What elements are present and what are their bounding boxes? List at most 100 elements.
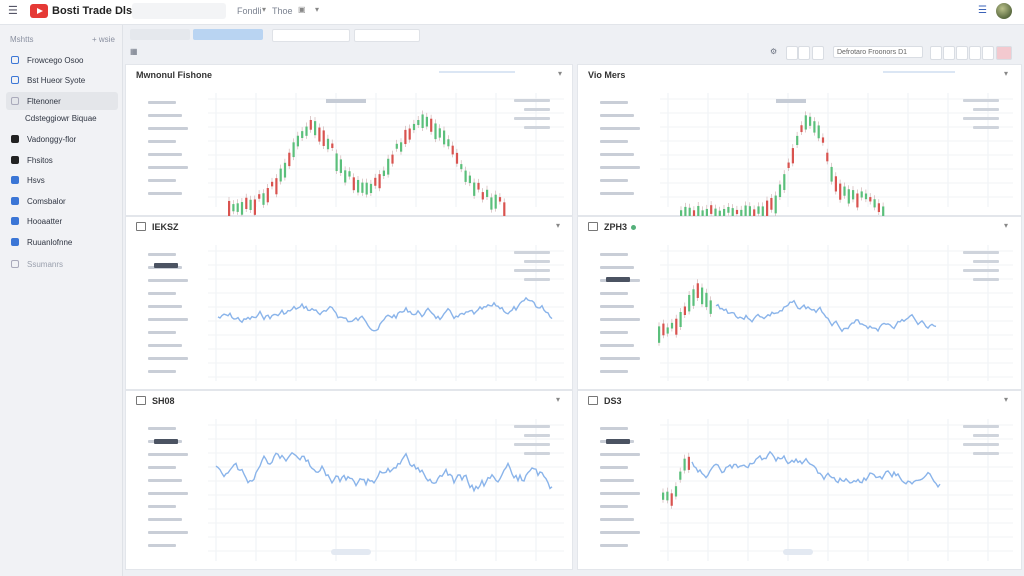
chart-panel: SH08 ▾	[125, 390, 573, 570]
timeframe-select[interactable]: Defrotaro Froonors D1	[833, 46, 923, 58]
candle	[680, 210, 683, 217]
candle	[813, 121, 816, 133]
close-button[interactable]	[996, 46, 1012, 60]
stat-row	[514, 117, 550, 120]
candle	[425, 116, 428, 127]
legend-row	[600, 544, 628, 547]
window-icon[interactable]: ▣	[298, 5, 306, 14]
stat-row	[524, 452, 550, 455]
chart-canvas	[600, 93, 1013, 217]
candle	[477, 182, 480, 190]
toolbar-tab[interactable]	[354, 29, 420, 42]
toolbar-tab-active[interactable]	[193, 29, 263, 40]
chevron-down-icon[interactable]: ▾	[556, 221, 561, 230]
candle	[847, 189, 850, 204]
search-input[interactable]	[132, 3, 226, 19]
settings-icon[interactable]: ⚙	[770, 47, 778, 56]
candle	[692, 210, 696, 217]
toolbar-tab[interactable]	[130, 29, 190, 40]
toolbar-button[interactable]	[930, 46, 942, 60]
sidebar-item[interactable]: Fhsitos	[6, 151, 118, 169]
legend-row	[148, 479, 182, 482]
sidebar-item[interactable]: Frowcego Osoo	[6, 51, 118, 69]
candle	[714, 208, 717, 217]
legend-row	[148, 179, 176, 182]
legend-row	[600, 331, 628, 334]
chart-canvas	[148, 93, 564, 217]
legend-row	[148, 518, 182, 521]
candle	[684, 206, 687, 217]
sidebar-subitem[interactable]: Cdsteggiowr Biquae	[25, 113, 97, 123]
sidebar-item[interactable]: Hooaatter	[6, 212, 118, 230]
candle	[757, 206, 760, 214]
candle	[468, 175, 471, 184]
sidebar-item-active[interactable]: Fltenoner	[6, 92, 118, 110]
candle	[666, 491, 669, 501]
candle	[357, 179, 360, 193]
toolbar-button[interactable]	[812, 46, 824, 60]
candle	[305, 126, 308, 136]
candle	[826, 152, 829, 162]
top-menu-item[interactable]: Thoe	[272, 6, 293, 16]
candle	[718, 210, 721, 217]
toolbar-button[interactable]	[786, 46, 798, 60]
add-market-button[interactable]: + wsie	[92, 35, 115, 44]
candle	[378, 174, 381, 189]
legend-row	[600, 357, 640, 360]
candle	[361, 182, 364, 193]
stat-row	[963, 117, 999, 120]
chevron-down-icon[interactable]: ▾	[262, 5, 267, 14]
stat-row	[514, 443, 550, 446]
sidebar-item[interactable]: Hsvs	[6, 171, 118, 189]
candle	[877, 203, 880, 213]
candle	[761, 206, 764, 217]
menu-icon[interactable]: ☰	[8, 5, 18, 17]
apps-icon[interactable]: ☰	[978, 5, 987, 16]
sidebar-item[interactable]: Ruuanlofnne	[6, 233, 118, 251]
sidebar-item[interactable]: Ssumanrs	[6, 255, 118, 273]
chevron-down-icon[interactable]: ▾	[558, 69, 563, 78]
sidebar-item[interactable]: Comsbalor	[6, 192, 118, 210]
sidebar-item[interactable]: Bst Hueor Syote	[6, 71, 118, 89]
toolbar-button[interactable]	[798, 46, 810, 60]
grid-icon[interactable]: ▦	[130, 47, 138, 56]
legend-row	[148, 192, 182, 195]
legend-row	[600, 505, 628, 508]
candle	[382, 170, 385, 176]
candle	[240, 202, 244, 215]
candle	[688, 207, 691, 217]
candle	[705, 208, 708, 217]
top-bar: ☰ Bosti Trade Dlsor Fondli ▾ Thoe ▣ ▾ ☰	[0, 0, 1024, 25]
toolbar-button[interactable]	[969, 46, 981, 60]
toolbar-tab[interactable]	[272, 29, 350, 42]
chevron-down-icon[interactable]: ▾	[315, 5, 320, 14]
sidebar-item[interactable]: Vadonggy-flor	[6, 130, 118, 148]
toolbar-button[interactable]	[982, 46, 994, 60]
legend-row	[148, 357, 188, 360]
app-title: Bosti Trade Dlsor	[52, 5, 144, 17]
chevron-down-icon[interactable]: ▾	[1004, 395, 1009, 404]
window-icon	[588, 396, 598, 405]
chevron-down-icon[interactable]: ▾	[1004, 221, 1009, 230]
candle	[675, 318, 678, 335]
legend-row	[600, 266, 634, 269]
legend-row	[600, 253, 628, 256]
legend-row	[148, 166, 188, 169]
toolbar-button[interactable]	[943, 46, 955, 60]
candle	[727, 206, 730, 213]
avatar[interactable]	[996, 3, 1012, 19]
candle	[348, 171, 351, 177]
candle	[447, 139, 450, 147]
legend-row	[148, 344, 182, 347]
top-menu-item[interactable]: Fondli	[237, 6, 262, 16]
toolbar-button[interactable]	[956, 46, 968, 60]
legend-row	[600, 453, 640, 456]
chevron-down-icon[interactable]: ▾	[1004, 69, 1009, 78]
candle	[232, 204, 235, 212]
panel-title: Mwnonul Fishone	[136, 70, 212, 80]
candle	[852, 190, 855, 200]
candle	[688, 294, 691, 312]
stat-row	[973, 434, 999, 437]
chevron-down-icon[interactable]: ▾	[556, 395, 561, 404]
candle	[326, 138, 330, 150]
